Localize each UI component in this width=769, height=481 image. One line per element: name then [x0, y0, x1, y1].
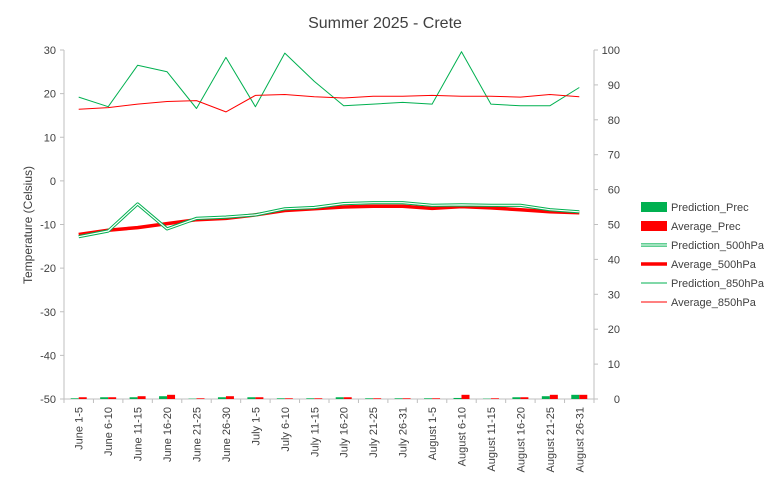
bar-Average_Prec: [196, 398, 205, 399]
x-tick-label: July 26-31: [398, 407, 410, 458]
chart-title: Summer 2025 - Crete: [308, 15, 462, 32]
bar-Average_Prec: [108, 397, 117, 399]
line-Average_850hPa: [78, 94, 580, 113]
x-tick-label: August 16-20: [515, 407, 527, 472]
bar-Average_Prec: [402, 398, 411, 399]
y-tick-label: -40: [40, 350, 56, 362]
bars: [70, 394, 588, 399]
x-tick-label: July 11-15: [309, 407, 321, 457]
legend-label: Average_500hPa: [671, 259, 757, 271]
y2-tick-label: 50: [608, 220, 620, 232]
bar-Average_Prec: [137, 396, 146, 399]
bar-Average_Prec: [490, 398, 499, 399]
bar-Prediction_Prec: [335, 397, 344, 399]
bar-Prediction_Prec: [365, 398, 374, 399]
bar-Average_Prec: [579, 394, 588, 399]
x-tick-label: June 1-5: [74, 407, 86, 450]
axes: 3020100-10-20-30-40-50100908070605040302…: [40, 45, 620, 406]
bar-Average_Prec: [343, 397, 352, 399]
bar-Prediction_Prec: [129, 397, 138, 399]
x-tick-label: June 26-30: [221, 407, 233, 462]
y2-tick-label: 90: [608, 80, 620, 92]
y2-tick-label: 0: [614, 394, 620, 406]
bar-Prediction_Prec: [247, 397, 256, 399]
bar-Average_Prec: [373, 398, 382, 399]
y-tick-label: 30: [44, 45, 56, 57]
y2-tick-label: 80: [608, 115, 620, 127]
x-tick-label: August 6-10: [457, 407, 469, 466]
x-tick-label: July 6-10: [280, 407, 292, 452]
y-tick-label: 10: [44, 132, 56, 144]
bar-Prediction_Prec: [424, 398, 433, 399]
legend-label: Prediction_500hPa: [671, 240, 765, 252]
legend-label: Prediction_850hPa: [671, 278, 765, 290]
legend-item-Average_850hPa: Average_850hPa: [641, 297, 757, 309]
y-axis-label: Temperature (Celsius): [21, 166, 35, 284]
bar-Prediction_Prec: [541, 396, 550, 399]
x-tick-label: June 11-15: [133, 407, 145, 461]
legend-item-Prediction_500hPa: Prediction_500hPa: [641, 240, 765, 252]
bar-Average_Prec: [314, 398, 323, 399]
bar-Prediction_Prec: [276, 398, 285, 399]
y2-tick-label: 60: [608, 185, 620, 197]
legend-swatch: [641, 221, 667, 231]
y-tick-label: -20: [40, 263, 56, 275]
legend-label: Average_Prec: [671, 221, 741, 233]
y-tick-label: -50: [40, 394, 56, 406]
x-tick-label: August 21-25: [545, 407, 557, 472]
x-tick-label: June 21-25: [192, 407, 204, 462]
bar-Average_Prec: [78, 397, 87, 399]
y2-tick-label: 10: [608, 359, 620, 371]
bar-Average_Prec: [167, 394, 176, 399]
legend-swatch: [641, 202, 667, 212]
x-tick-label: June 6-10: [103, 407, 115, 456]
bar-Average_Prec: [284, 398, 293, 399]
y2-tick-label: 100: [602, 45, 620, 57]
bar-Prediction_Prec: [159, 396, 168, 399]
y2-tick-label: 40: [608, 254, 620, 266]
y-tick-label: 0: [50, 176, 56, 188]
legend-item-Average_500hPa: Average_500hPa: [641, 259, 757, 271]
bar-Average_Prec: [225, 396, 234, 399]
y-tick-label: 20: [44, 89, 56, 101]
bar-Average_Prec: [461, 394, 470, 399]
bar-Average_Prec: [432, 398, 441, 399]
bar-Prediction_Prec: [306, 398, 315, 399]
x-tick-label: July 21-25: [368, 407, 380, 458]
lines: [78, 51, 580, 239]
bar-Prediction_Prec: [100, 397, 109, 399]
x-tick-label: July 1-5: [250, 407, 262, 446]
x-tick-label: June 16-20: [162, 407, 174, 462]
bar-Prediction_Prec: [571, 394, 580, 399]
legend-item-Prediction_850hPa: Prediction_850hPa: [641, 278, 765, 290]
y2-tick-label: 70: [608, 150, 620, 162]
x-tick-label: August 1-5: [427, 407, 439, 460]
bar-Average_Prec: [549, 394, 558, 399]
y-tick-label: -30: [40, 307, 56, 319]
bar-Prediction_Prec: [453, 397, 462, 399]
legend-label: Average_850hPa: [671, 297, 757, 309]
legend-item-Prediction_Prec: Prediction_Prec: [641, 202, 749, 214]
x-tick-label: July 16-20: [339, 407, 351, 458]
line-Prediction_850hPa: [78, 51, 580, 109]
legend: Prediction_Prec Average_Prec Prediction_50…: [641, 202, 765, 309]
bar-Prediction_Prec: [512, 397, 521, 399]
legend-item-Average_Prec: Average_Prec: [641, 221, 741, 233]
bar-Average_Prec: [520, 397, 529, 399]
bar-Prediction_Prec: [217, 397, 226, 399]
bar-Average_Prec: [255, 397, 264, 399]
line-Prediction_500hPa-inner: [78, 202, 580, 238]
y-tick-label: -10: [40, 220, 56, 232]
y2-tick-label: 30: [608, 289, 620, 301]
bar-Prediction_Prec: [394, 398, 403, 399]
line-Average_500hPa: [78, 204, 580, 237]
legend-label: Prediction_Prec: [671, 202, 749, 214]
x-tick-label: August 26-31: [574, 407, 586, 472]
y2-tick-label: 20: [608, 324, 620, 336]
x-tick-labels: June 1-5 June 6-10 June 11-15 June 16-20 Jun…: [74, 407, 587, 472]
bar-Prediction_Prec: [70, 398, 79, 399]
x-tick-label: August 11-15: [486, 407, 498, 472]
